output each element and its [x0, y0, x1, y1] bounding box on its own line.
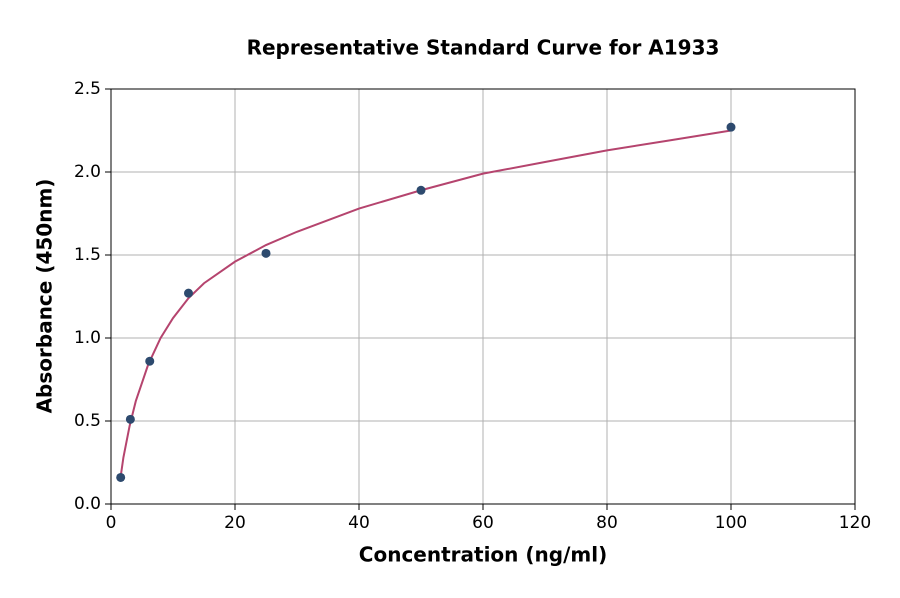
x-tick-label: 120	[839, 513, 871, 533]
x-axis-label: Concentration (ng/ml)	[359, 543, 607, 567]
chart-title: Representative Standard Curve for A1933	[247, 36, 720, 60]
y-tick-label: 2.0	[74, 162, 101, 182]
x-tick-label: 20	[224, 513, 246, 533]
y-axis-label: Absorbance (450nm)	[33, 179, 57, 414]
data-point	[416, 185, 426, 195]
x-tick-label: 100	[715, 513, 747, 533]
data-point	[184, 288, 193, 298]
x-tick-label: 80	[596, 513, 618, 533]
data-point	[116, 472, 126, 482]
x-tick-label: 60	[472, 513, 494, 533]
y-tick-label: 2.5	[74, 79, 101, 99]
x-tick-label: 0	[106, 513, 117, 533]
data-point	[261, 248, 271, 258]
y-tick-label: 1.5	[74, 245, 101, 265]
y-tick-label: 0.5	[74, 411, 101, 431]
x-tick-label: 40	[348, 513, 370, 533]
y-tick-label: 1.0	[74, 328, 101, 348]
plot-frame	[110, 88, 856, 505]
data-point	[125, 414, 135, 424]
data-point	[145, 356, 155, 366]
fit-curve	[119, 129, 732, 480]
y-tick-label: 0.0	[74, 494, 101, 514]
data-point	[726, 122, 736, 132]
